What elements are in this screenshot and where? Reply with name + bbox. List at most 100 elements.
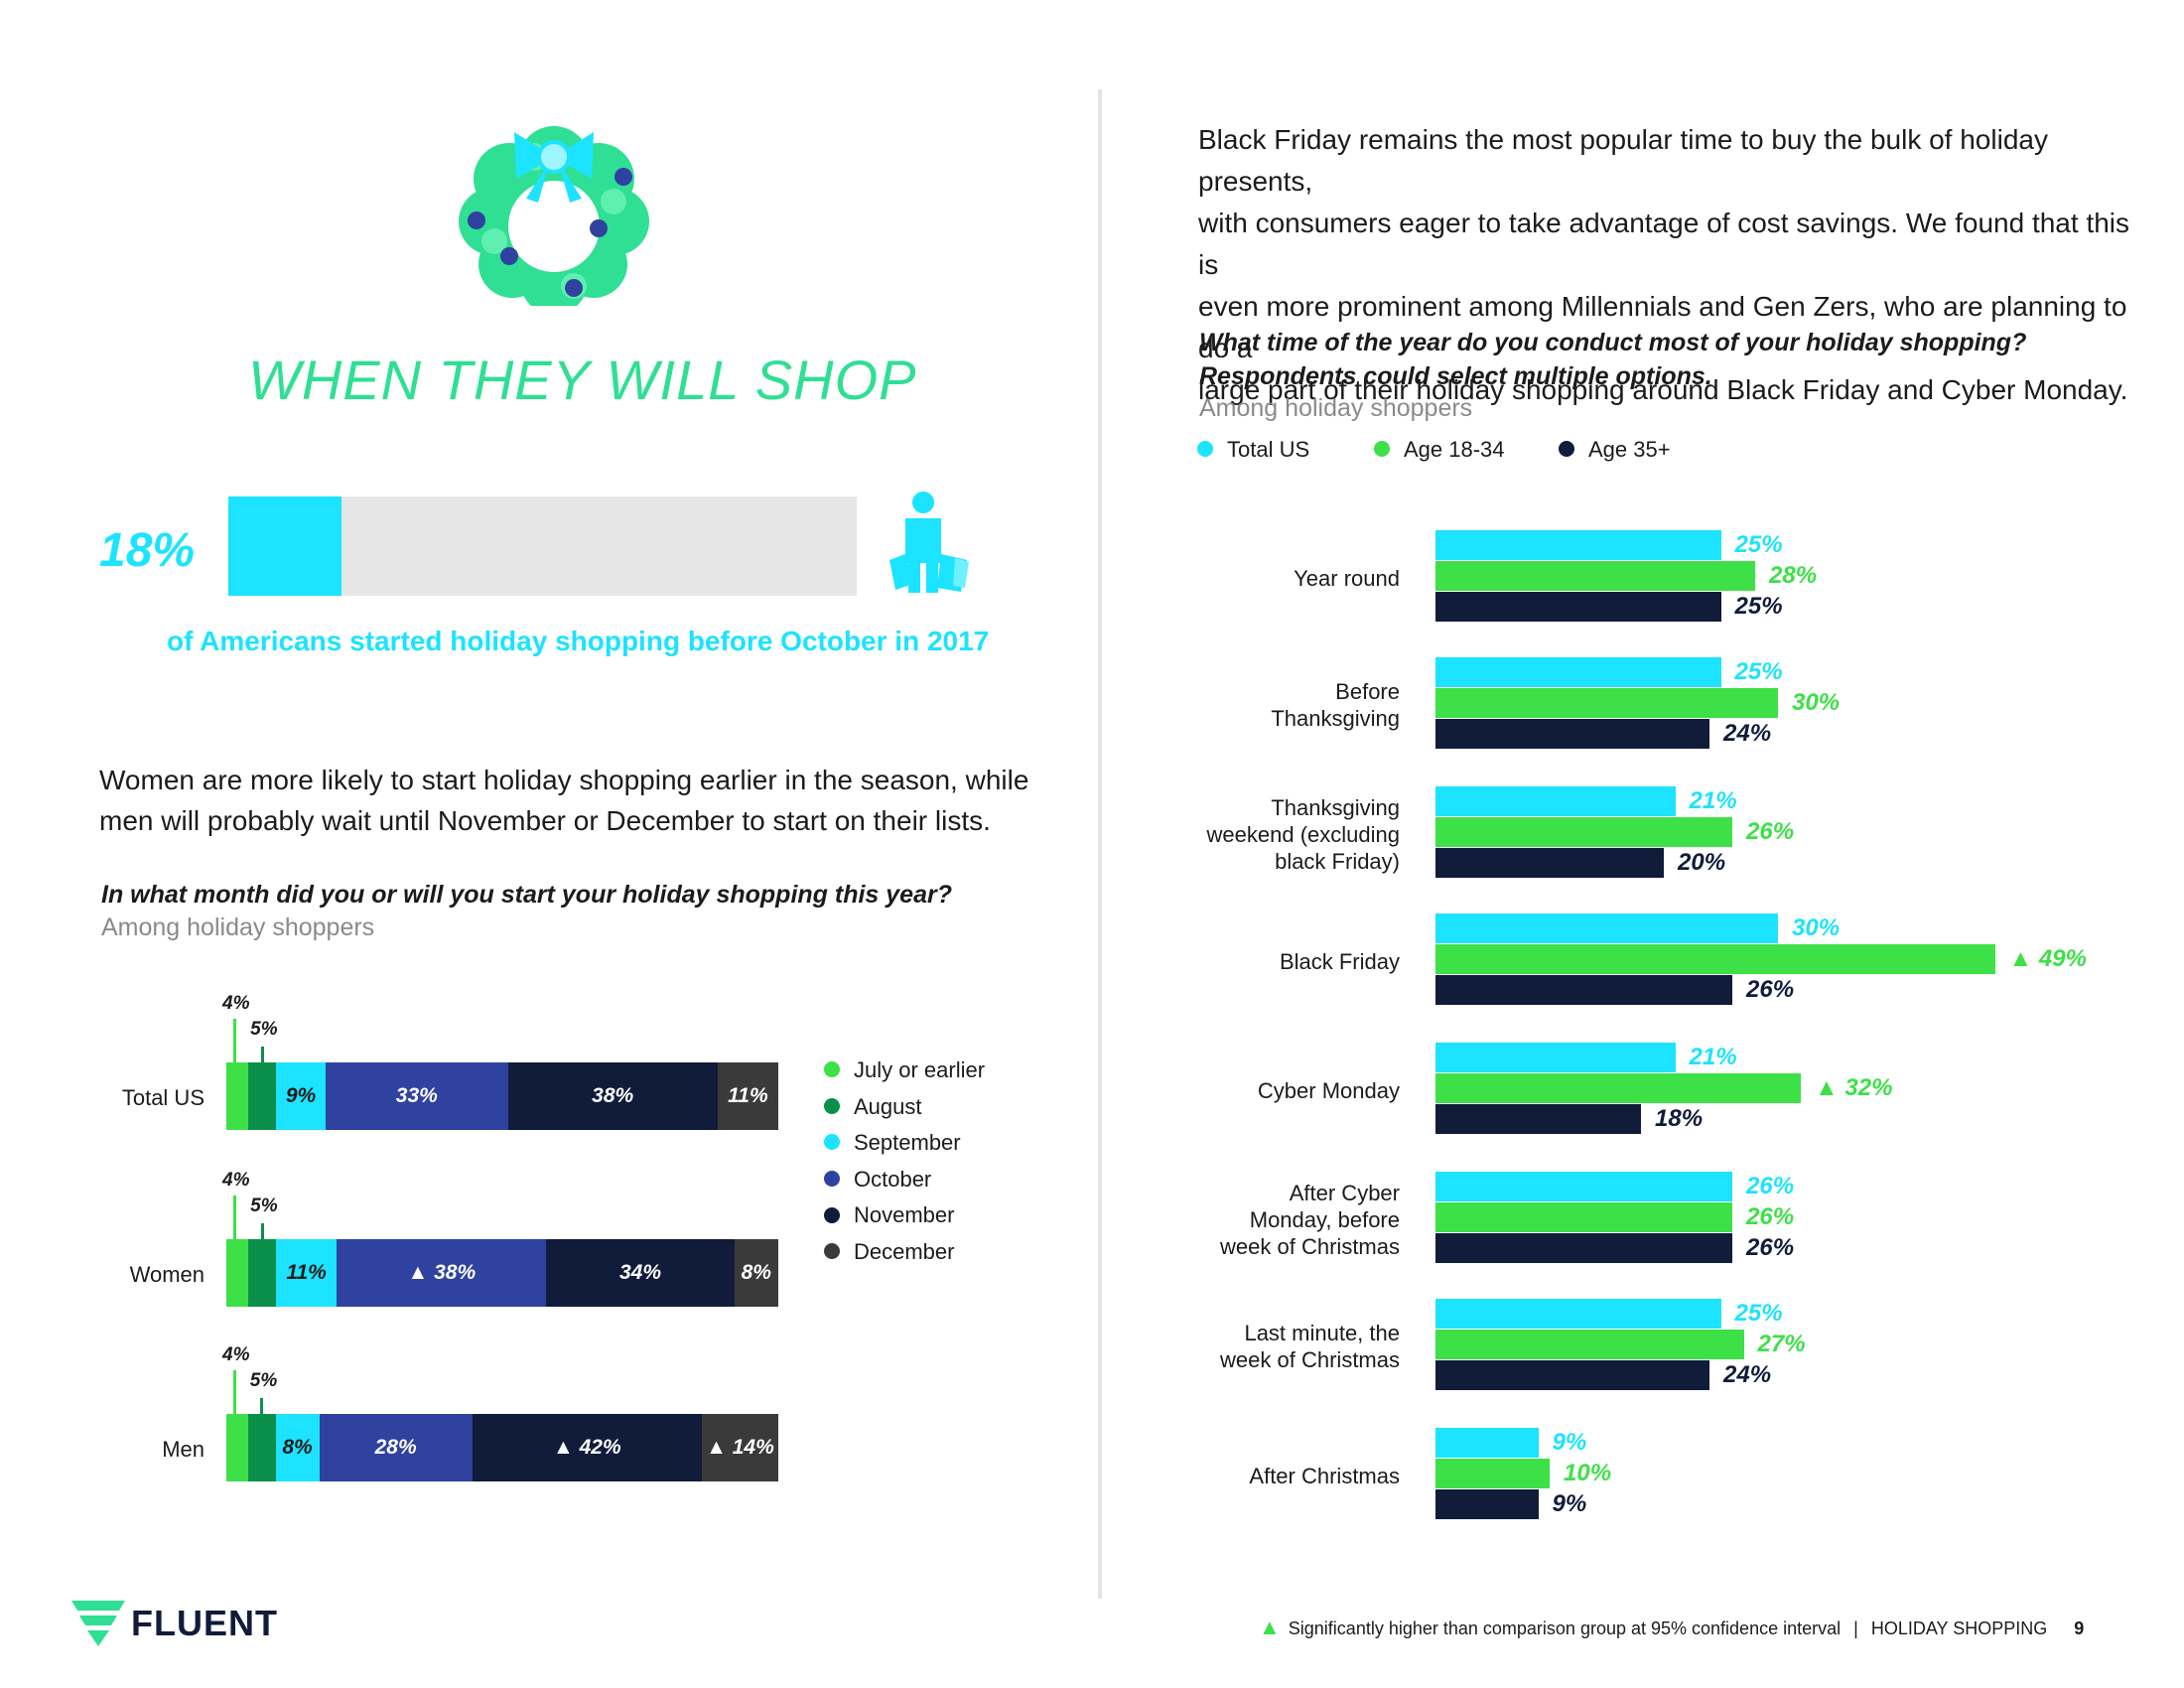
grouped-category-label: Cyber Monday (1142, 1077, 1400, 1104)
grouped-bar (1435, 1233, 1732, 1263)
grouped-bar-data-label: 25% (1734, 658, 1783, 685)
legend-dot-icon (1374, 441, 1390, 458)
grouped-bar-data-label: 25% (1734, 1300, 1783, 1327)
grouped-bar (1435, 848, 1664, 878)
grouped-category-label-line: Last minute, the (1244, 1321, 1400, 1345)
stacked-legend-item: July or earlier (824, 1057, 985, 1083)
stacked-bar-segment (276, 1239, 338, 1307)
grouped-legend-item: Total US (1197, 437, 1309, 463)
grouped-legend-item: Age 35+ (1559, 437, 1671, 463)
legend-label: October (854, 1166, 932, 1192)
right-question-line: Respondents could select multiple option… (1199, 362, 1712, 390)
stacked-bar-data-label: 4% (222, 1344, 250, 1365)
stacked-bar-segment (472, 1414, 702, 1481)
fluent-logo: FLUENT (131, 1603, 278, 1643)
legend-dot-icon (1197, 441, 1213, 458)
stacked-bar-data-label: 33% (395, 1084, 438, 1107)
significance-triangle-icon: ▲ (1259, 1615, 1281, 1639)
stacked-bar-segment (276, 1062, 327, 1130)
grouped-category-label: Year round (1142, 565, 1400, 592)
grouped-category-label-line: Black Friday (1279, 948, 1400, 974)
left-paragraph-line: men will probably wait until November or… (99, 805, 991, 836)
grouped-category-label: Last minute, the week of Christmas (1142, 1320, 1400, 1373)
stacked-bar-data-label: ▲ 14% (706, 1436, 774, 1459)
grouped-bar (1435, 561, 1755, 591)
right-paragraph: Black Friday remains the most popular ti… (1198, 119, 2141, 411)
footer-note-text: Significantly higher than comparison gro… (1288, 1618, 1842, 1638)
grouped-bar-data-label: 25% (1734, 531, 1783, 558)
legend-dot-icon (824, 1134, 840, 1151)
stacked-bar-data-label: 4% (222, 1170, 250, 1191)
stacked-row-label: Total US (121, 1085, 205, 1110)
grouped-bar-data-label: 26% (1746, 818, 1795, 845)
left-subtitle: Among holiday shoppers (101, 914, 375, 941)
footer-note: ▲ Significantly higher than comparison gr… (1259, 1615, 2084, 1640)
grouped-bar-data-label: 26% (1746, 1234, 1795, 1261)
grouped-category-label-line: week of Christmas (1220, 1233, 1400, 1259)
stacked-bar-segment (226, 1062, 249, 1130)
stacked-row-label: Women (129, 1262, 205, 1287)
grouped-bar-data-label: 26% (1746, 1173, 1795, 1199)
stacked-bar-data-label: 5% (250, 1019, 278, 1040)
page-divider (1098, 89, 1102, 1599)
stacked-bar-data-label: 38% (592, 1084, 634, 1107)
stacked-bar-segment (319, 1414, 473, 1481)
grouped-bar (1435, 1489, 1539, 1519)
page-number: 9 (2074, 1618, 2085, 1638)
grouped-bar (1435, 975, 1732, 1005)
legend-label: July or earlier (854, 1057, 986, 1082)
footer-separator: | (1853, 1618, 1858, 1638)
stacked-bar-segment (734, 1239, 778, 1307)
stacked-row-label: Men (162, 1437, 205, 1462)
stacked-bar-segment (226, 1239, 249, 1307)
right-paragraph-line: with consumers eager to take advantage o… (1198, 208, 2130, 280)
stacked-bar-segment (248, 1414, 276, 1481)
grouped-category-label-line: Before (1335, 679, 1400, 704)
legend-label: Total US (1227, 437, 1310, 462)
stacked-bar-segment (717, 1062, 778, 1130)
legend-label: December (854, 1239, 955, 1264)
shopper-icon (889, 492, 969, 593)
stacked-legend-item: October (824, 1167, 931, 1193)
stacked-bar-leader-line (232, 1196, 236, 1239)
stacked-legend-item: November (824, 1202, 954, 1228)
grouped-bar-data-label: 9% (1552, 1429, 1587, 1456)
grouped-bar (1435, 786, 1676, 816)
grouped-bar-data-label: 30% (1792, 914, 1841, 941)
stacked-bar-leader-line (260, 1398, 264, 1414)
grouped-bar (1435, 1172, 1732, 1201)
stacked-bar-data-label: 8% (282, 1436, 313, 1459)
legend-dot-icon (824, 1061, 840, 1078)
grouped-bar-data-label: 24% (1723, 720, 1772, 747)
left-question: In what month did you or will you start … (101, 881, 952, 909)
grouped-bar-data-label: 26% (1746, 1203, 1795, 1230)
grouped-bar (1435, 1073, 1801, 1103)
grouped-category-label-line: weekend (excluding (1206, 821, 1400, 847)
grouped-category-label-line: Thanksgiving (1271, 706, 1400, 731)
grouped-bar-data-label: 9% (1552, 1490, 1587, 1517)
legend-label: Age 35+ (1588, 437, 1671, 462)
grouped-bar (1435, 1104, 1641, 1134)
grouped-category-label: After Christmas (1142, 1463, 1400, 1489)
grouped-category-label-line: week of Christmas (1220, 1347, 1400, 1372)
grouped-category-label-line: Cyber Monday (1257, 1077, 1400, 1103)
grouped-bar-data-label: 21% (1689, 1044, 1737, 1070)
stacked-bar-segment (275, 1414, 320, 1481)
grouped-category-label-line: After Cyber (1289, 1180, 1400, 1205)
stacked-legend-item: December (824, 1239, 954, 1265)
grouped-bar (1435, 1330, 1744, 1359)
grouped-bar-data-label: 28% (1769, 562, 1818, 589)
grouped-bar (1435, 944, 1995, 974)
legend-label: November (854, 1202, 955, 1228)
stacked-bar-data-label: 34% (618, 1261, 662, 1284)
legend-dot-icon (824, 1170, 840, 1187)
grouped-bar-data-label: 18% (1655, 1105, 1704, 1132)
grouped-bar (1435, 1360, 1709, 1390)
grouped-bar-data-label: 30% (1792, 689, 1841, 716)
legend-dot-icon (824, 1243, 840, 1260)
stacked-bar-data-label: ▲ 42% (552, 1436, 621, 1459)
grouped-category-label: Thanksgiving weekend (excluding black Frid… (1142, 794, 1400, 875)
stacked-bar-leader-line (232, 1370, 236, 1414)
grouped-bar-data-label: 21% (1689, 787, 1737, 814)
right-question-line: What time of the year do you conduct mos… (1199, 329, 2027, 356)
